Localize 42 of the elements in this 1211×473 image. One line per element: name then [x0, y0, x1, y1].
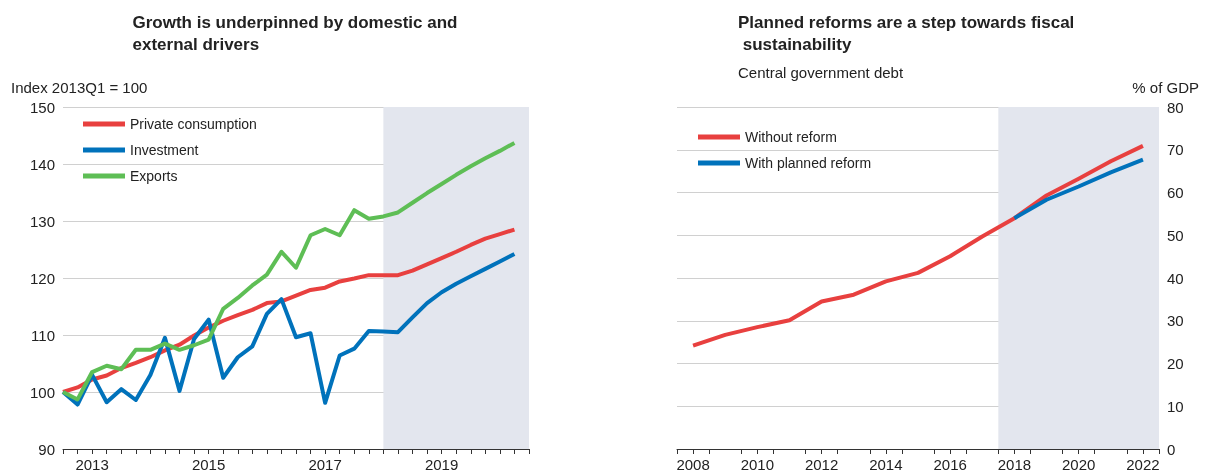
x-tick-label: 2008 — [676, 456, 710, 473]
y-tick-label: 140 — [29, 155, 55, 173]
chart-title: Planned reforms are a step towards fiscal sustainability — [738, 12, 1075, 54]
y-tick-label: 110 — [31, 326, 55, 344]
x-tick-label: 2016 — [933, 456, 967, 473]
legend-label: Investment — [130, 142, 199, 158]
y-tick-label: 70 — [1167, 141, 1184, 159]
line-series — [61, 140, 517, 402]
y-tick-label: 80 — [1167, 98, 1184, 116]
legend-label: Exports — [130, 168, 178, 184]
x-tick-label: 2022 — [1126, 456, 1160, 473]
y-tick-label: 30 — [1167, 312, 1184, 330]
y-tick-label: 90 — [38, 440, 55, 458]
y-tick-label: 130 — [29, 212, 55, 230]
x-tick-label: 2020 — [1061, 456, 1096, 473]
chart-title: Growth is underpinned by domestic and external drivers — [132, 12, 463, 54]
legend-label: Without reform — [745, 129, 837, 145]
x-tick-label: 2010 — [740, 456, 775, 473]
legend-label: Private consumption — [130, 116, 257, 132]
y-axis-title: Index 2013Q1 = 100 — [11, 79, 148, 96]
legend-label: With planned reform — [745, 155, 872, 171]
y-tick-label: 50 — [1167, 226, 1184, 244]
y-tick-label: 60 — [1167, 184, 1184, 201]
line-series — [61, 252, 517, 407]
chart-subtitle: Central government debt — [738, 64, 904, 81]
y-tick-label: 10 — [1167, 397, 1184, 415]
y-tick-label: 150 — [29, 98, 55, 116]
y-tick-label: 120 — [29, 269, 55, 287]
line-series — [691, 143, 1145, 348]
x-tick-label: 2017 — [308, 456, 342, 473]
y-tick-label: 100 — [29, 383, 55, 401]
x-tick-label: 2012 — [804, 456, 839, 473]
x-tick-label: 2013 — [75, 456, 109, 473]
line-series — [1012, 157, 1145, 221]
x-tick-label: 2019 — [424, 456, 459, 473]
y-tick-label: 40 — [1167, 269, 1184, 287]
y-axis-title: % of GDP — [1132, 79, 1199, 96]
y-tick-label: 0 — [1167, 440, 1176, 458]
x-tick-label: 2018 — [997, 456, 1032, 473]
x-tick-label: 2015 — [191, 456, 226, 473]
y-tick-label: 20 — [1167, 355, 1184, 372]
x-tick-label: 2014 — [869, 456, 903, 473]
